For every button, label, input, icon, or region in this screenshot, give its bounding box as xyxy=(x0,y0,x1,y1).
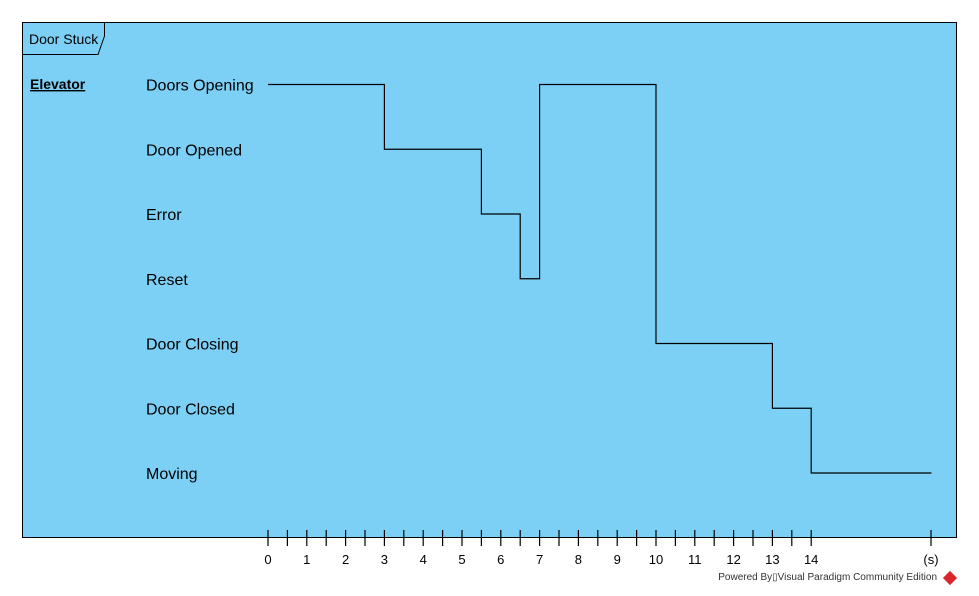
axis-tick-label: 9 xyxy=(614,552,621,567)
state-label: Moving xyxy=(146,466,198,483)
axis-tick-label: 3 xyxy=(381,552,388,567)
state-label: Error xyxy=(146,207,182,224)
diagram-frame xyxy=(22,22,957,538)
axis-tick-label: 13 xyxy=(765,552,779,567)
frame-title-tab xyxy=(22,22,105,55)
axis-tick-label: 0 xyxy=(264,552,271,567)
time-axis: 0 1 2 3 4 5 6 7 8 9 10 11 12 13 14 (s) xyxy=(264,530,939,567)
axis-unit-label: (s) xyxy=(923,552,938,567)
axis-tick-label: 11 xyxy=(688,552,702,567)
axis-tick-label: 7 xyxy=(536,552,543,567)
visual-paradigm-logo-icon xyxy=(942,570,958,585)
axis-tick-label: 2 xyxy=(342,552,349,567)
frame-title: Door Stuck xyxy=(29,31,99,47)
axis-tick-label: 5 xyxy=(458,552,465,567)
state-label: Door Closed xyxy=(146,401,235,418)
state-labels: Doors Opening Door Opened Error Reset Door C… xyxy=(146,78,254,484)
axis-tick-label: 6 xyxy=(497,552,504,567)
axis-tick-label: 12 xyxy=(726,552,740,567)
axis-tick-label: 1 xyxy=(303,552,310,567)
state-label: Doors Opening xyxy=(146,78,254,95)
axis-tick-label: 14 xyxy=(804,552,818,567)
state-line xyxy=(268,83,932,474)
watermark: Powered By▯Visual Paradigm Community Edi… xyxy=(718,570,958,585)
lifeline-name: Elevator xyxy=(30,76,86,92)
state-label: Reset xyxy=(146,272,188,289)
axis-tick-label: 4 xyxy=(420,552,427,567)
state-step-line xyxy=(268,83,932,474)
axis-tick-label: 8 xyxy=(575,552,582,567)
axis-tick-label: 10 xyxy=(649,552,663,567)
state-label: Door Closing xyxy=(146,337,238,354)
watermark-text: Powered By▯Visual Paradigm Community Edi… xyxy=(718,572,937,583)
state-label: Door Opened xyxy=(146,142,242,159)
